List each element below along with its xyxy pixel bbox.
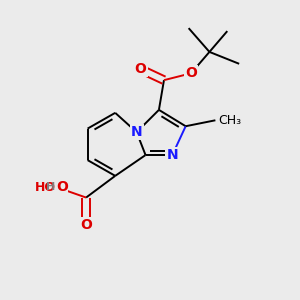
Text: N: N: [131, 125, 142, 139]
Text: O: O: [80, 218, 92, 232]
Text: H: H: [46, 182, 55, 192]
Text: HO: HO: [35, 181, 56, 194]
Text: N: N: [167, 148, 178, 162]
Text: O: O: [135, 62, 146, 76]
Text: CH₃: CH₃: [218, 114, 242, 127]
Text: O: O: [56, 180, 68, 194]
Text: O: O: [185, 66, 197, 80]
